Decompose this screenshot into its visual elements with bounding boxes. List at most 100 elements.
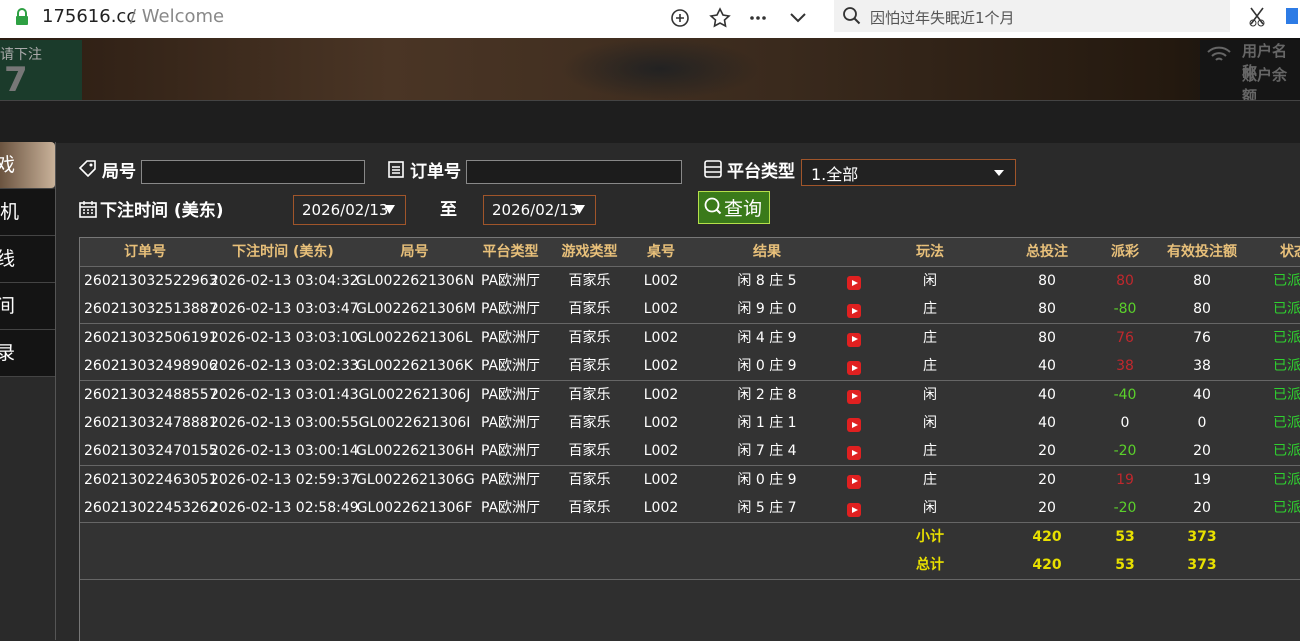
search-box[interactable] [834, 0, 1230, 32]
game-banner: 请下注 7 用户名称 账户余额 [0, 38, 1300, 100]
order-label: 订单号 [410, 162, 461, 182]
replay-triangle [852, 393, 858, 400]
table-cell: 260213032506191 [84, 329, 218, 346]
table-cell: PA欧洲厅 [480, 273, 541, 289]
browser-actions[interactable] [668, 5, 818, 31]
sidebar-text: 戏机 [0, 201, 20, 223]
replay-triangle [852, 307, 858, 314]
table-cell: 40 [1193, 386, 1211, 403]
table-cell: 40 [1038, 415, 1056, 431]
table-cell: 260213022463051 [84, 471, 218, 488]
replay-icon[interactable] [847, 361, 861, 376]
round-input[interactable] [141, 160, 365, 184]
summary-row: 总计 420 53 373 [80, 551, 1300, 580]
table-cell: L002 [643, 386, 679, 403]
query-button[interactable] [698, 191, 770, 224]
table-cell: -40 [1113, 386, 1137, 403]
table-cell: 庄 [923, 471, 937, 488]
table-cell: 闲 5 庄 7 [737, 500, 797, 517]
replay-triangle [852, 279, 858, 286]
table-cell: 80 [1193, 301, 1211, 318]
table-cell: 2026-02-13 03:01:43 [210, 386, 359, 403]
table-cell: 百家乐 [568, 358, 611, 375]
table-row: 260213022463051 2026-02-13 02:59:37 GL0022… [80, 465, 1300, 495]
table-cell: 平台类型 [482, 244, 539, 260]
table-cell: GL0022621306G [356, 471, 475, 488]
date-to[interactable]: 2026/02/13 [483, 195, 596, 225]
table-cell: 260213032498906 [84, 358, 218, 375]
platform-select[interactable] [801, 159, 1016, 186]
browser-tools[interactable] [1248, 6, 1298, 28]
sidebar-text: 录 [0, 330, 15, 376]
user-name-label: 用户名称 [1242, 42, 1288, 81]
table-cell: 20 [1038, 471, 1056, 488]
table-cell: 已派彩 [1273, 500, 1300, 517]
calendar-icon [79, 201, 97, 218]
table-cell: 状态 [1280, 244, 1300, 260]
replay-icon[interactable] [847, 304, 861, 319]
table-cell: 百家乐 [568, 273, 611, 289]
sidebar-border [55, 142, 56, 640]
url-host[interactable]: 175616.cc [42, 6, 137, 27]
table-cell: 百家乐 [568, 386, 611, 403]
sidebar-text: 戏 [0, 142, 15, 188]
replay-icon[interactable] [847, 276, 861, 290]
table-cell: 已派彩 [1273, 301, 1300, 318]
table-cell: 0 [1120, 415, 1130, 431]
table-cell: 闲 2 庄 8 [737, 386, 797, 403]
table-cell: -20 [1113, 500, 1137, 517]
table-row: 260213022453262 2026-02-13 02:58:49 GL0022… [80, 494, 1300, 524]
table-cell: PA欧洲厅 [480, 415, 541, 431]
sidebar-item: 戏机 [0, 189, 55, 236]
platform-icon [704, 160, 722, 178]
date-arrow [574, 205, 585, 214]
countdown: 7 [4, 60, 28, 100]
table-cell: 420 [1032, 528, 1062, 545]
replay-triangle [852, 336, 858, 343]
table-cell: 20 [1193, 500, 1211, 517]
table-cell: 76 [1193, 329, 1211, 346]
table-cell: 百家乐 [568, 329, 611, 346]
query-text[interactable]: 查询 [724, 198, 763, 220]
dealer-shadow [560, 38, 760, 100]
table-cell: 53 [1115, 528, 1135, 545]
records-table: 订单号 下注时间 (美东) 局号 平台类型 游戏类型 桌号 结果 玩法 总投注 派彩 有效投注额 状态… [79, 237, 1300, 641]
replay-icon[interactable] [847, 332, 861, 347]
table-cell: 闲 0 庄 9 [737, 358, 797, 375]
date-from-text[interactable]: 2026/02/13 [302, 201, 389, 219]
date-arrow [384, 205, 395, 214]
table-cell: 260213032470155 [84, 443, 218, 460]
replay-icon[interactable] [847, 418, 861, 432]
sidebar-item: 录 [0, 330, 55, 377]
table-header: 订单号 下注时间 (美东) 局号 平台类型 游戏类型 桌号 结果 玩法 总投注 派彩 有效投注额 状态 [80, 238, 1300, 267]
search-text[interactable]: 因怕过年失眠近1个月 [870, 9, 1015, 27]
table-cell: 2026-02-13 03:00:14 [210, 443, 359, 460]
table-cell: L002 [643, 273, 679, 289]
time-label: 下注时间 (美东) [100, 201, 224, 221]
table-cell: 0 [1197, 415, 1207, 431]
table-cell: 2026-02-13 03:00:55 [210, 415, 359, 431]
table-row: 260213032470155 2026-02-13 03:00:14 GL0022… [80, 437, 1300, 467]
to-label: 至 [440, 200, 457, 220]
table-cell: 2026-02-13 03:03:47 [210, 301, 359, 318]
select-arrow [994, 170, 1004, 176]
platform-value[interactable]: 1.全部 [811, 165, 859, 184]
query-icon [704, 197, 722, 215]
replay-icon[interactable] [847, 474, 861, 489]
url-path[interactable]: / Welcome [130, 6, 225, 27]
sidebar-text: 间 [0, 283, 15, 329]
replay-triangle [852, 364, 858, 371]
table-cell: L002 [643, 358, 679, 375]
table-cell: 260213032522963 [84, 273, 218, 289]
table-cell: PA欧洲厅 [480, 329, 541, 346]
order-input[interactable] [466, 160, 682, 184]
replay-icon[interactable] [847, 389, 861, 404]
table-cell: 260213032513887 [84, 301, 218, 318]
replay-triangle [852, 449, 858, 456]
table-cell: 百家乐 [568, 301, 611, 318]
replay-icon[interactable] [847, 503, 861, 518]
date-to-text[interactable]: 2026/02/13 [492, 201, 579, 219]
table-cell: 闲 [923, 500, 937, 517]
table-cell: 订单号 [124, 244, 166, 260]
replay-icon[interactable] [847, 446, 861, 461]
